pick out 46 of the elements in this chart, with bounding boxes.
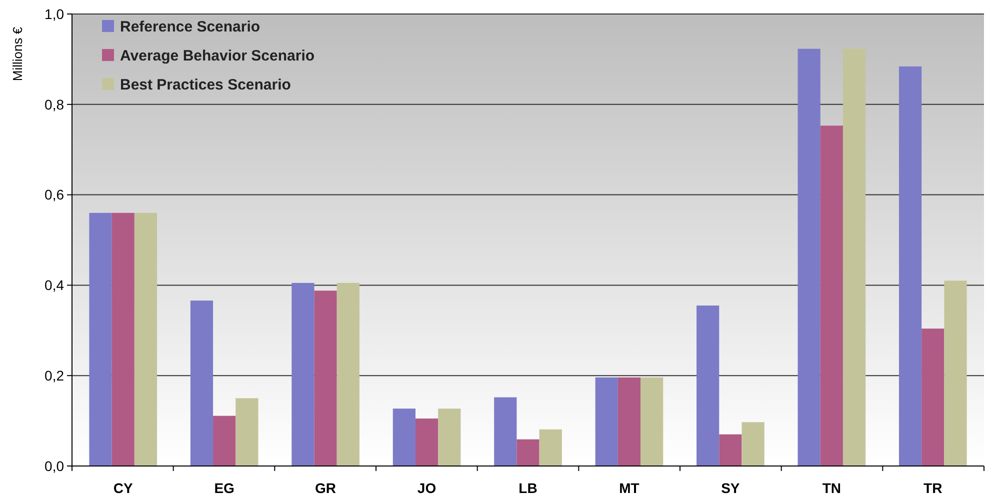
bar	[944, 280, 967, 466]
y-axis-title: Millions €	[10, 26, 25, 82]
x-tick-label: TN	[822, 480, 841, 496]
x-tick-label: TR	[924, 480, 942, 496]
bar	[719, 434, 742, 466]
x-tick-label: LB	[518, 480, 538, 496]
bar	[336, 282, 360, 466]
bar	[314, 290, 337, 466]
bar	[618, 377, 641, 466]
x-tick-label: JO	[417, 480, 436, 496]
bar	[696, 306, 720, 466]
bar	[89, 212, 112, 466]
legend-label: Reference Scenario	[120, 18, 260, 36]
bar	[236, 398, 258, 466]
bar	[190, 300, 214, 466]
y-tick-label: 0,0	[44, 458, 64, 474]
bar	[898, 66, 922, 466]
x-tick-label: GR	[315, 480, 336, 496]
bar	[595, 377, 618, 466]
x-tick-label: MT	[619, 480, 640, 496]
bar	[516, 439, 540, 466]
x-tick-label: SY	[721, 480, 740, 496]
y-tick-label: 0,6	[44, 186, 64, 203]
bar	[922, 328, 944, 466]
bar	[640, 377, 664, 466]
bar	[292, 282, 314, 466]
bar	[494, 397, 517, 466]
legend-label: Average Behavior Scenario	[120, 47, 315, 64]
bar	[798, 48, 820, 466]
y-tick-label: 0,8	[44, 96, 64, 112]
x-tick-label: CY	[113, 480, 134, 496]
bar	[842, 48, 866, 466]
x-tick-label: EG	[214, 480, 235, 496]
bar	[213, 416, 236, 466]
y-tick-label: 0,2	[44, 368, 64, 384]
bar	[392, 408, 416, 466]
y-tick-label: 1,0	[44, 6, 64, 22]
y-tick-label: 0,4	[44, 277, 64, 294]
bar	[820, 126, 843, 466]
bar	[112, 212, 134, 466]
bar	[438, 408, 461, 466]
legend-label: Best Practices Scenario	[120, 76, 291, 94]
bar	[539, 429, 562, 466]
bar	[415, 418, 438, 466]
bar	[134, 212, 158, 466]
bar	[742, 422, 764, 466]
